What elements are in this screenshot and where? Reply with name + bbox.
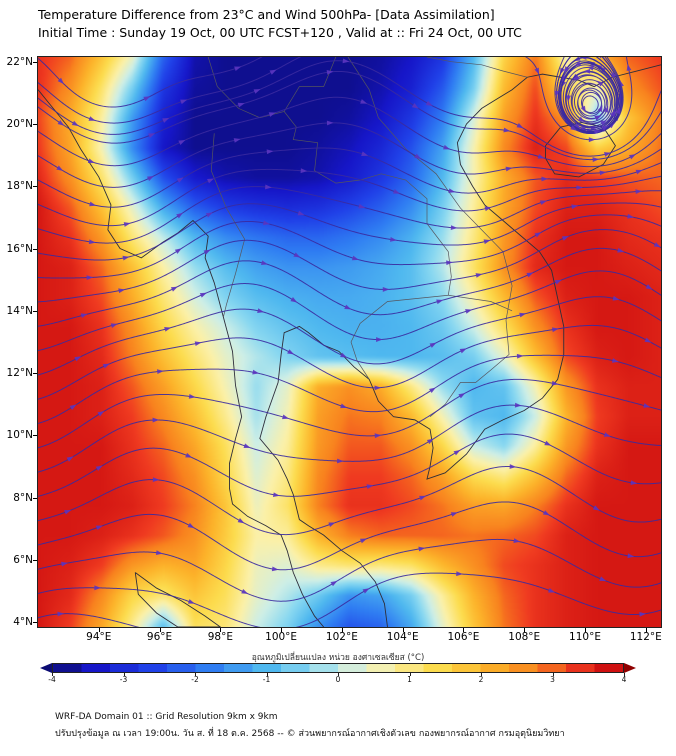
colorbar-tick-mark: [52, 673, 53, 676]
longitude-tick-label: 94°E: [86, 631, 112, 643]
chart-subtitle: Initial Time : Sunday 19 Oct, 00 UTC FCS…: [38, 25, 522, 40]
longitude-tick-mark: [585, 628, 587, 632]
colorbar-tick-label: 2: [478, 675, 484, 684]
colorbar-tick-mark: [195, 673, 196, 676]
colorbar: [40, 663, 636, 673]
colorbar-tick-mark: [338, 673, 339, 676]
latitude-tick-label: 18°N: [6, 180, 33, 193]
longitude-tick-mark: [524, 628, 526, 632]
colorbar-tick-mark: [481, 673, 482, 676]
latitude-tick-label: 12°N: [6, 367, 33, 380]
colorbar-tick-label: 1: [407, 675, 412, 684]
longitude-tick-label: 106°E: [447, 631, 480, 643]
longitude-tick-label: 104°E: [386, 631, 419, 643]
latitude-tick-label: 8°N: [13, 491, 33, 504]
colorbar-tick-label: -3: [119, 675, 128, 684]
colorbar-tick-label: -2: [191, 675, 199, 684]
colorbar-tick-label: 3: [550, 675, 555, 684]
latitude-tick-label: 6°N: [13, 554, 33, 567]
colorbar-tick-mark: [123, 673, 125, 676]
colorbar-label: อุณหภูมิเปลี่ยนแปลง หน่วย องศาเซลเซียส (…: [251, 653, 425, 663]
longitude-tick-mark: [402, 628, 404, 632]
colorbar-tick-mark: [409, 673, 411, 676]
colorbar-left-arrow-icon: [40, 663, 52, 673]
longitude-tick-mark: [220, 628, 222, 632]
map-plot-area: [37, 56, 662, 628]
footer-domain-info: WRF-DA Domain 01 :: Grid Resolution 9km …: [55, 712, 278, 722]
chart-title: Temperature Difference from 23°C and Win…: [38, 7, 495, 22]
longitude-tick-mark: [341, 628, 343, 632]
longitude-tick-label: 102°E: [325, 631, 358, 643]
footer-update-info: ปรับปรุงข้อมูล ณ เวลา 19:00น. วัน ส. ที่…: [55, 729, 565, 739]
longitude-tick-label: 96°E: [146, 631, 173, 643]
latitude-tick-mark: [33, 497, 37, 499]
latitude-tick-label: 22°N: [6, 55, 33, 68]
longitude-tick-mark: [463, 628, 465, 632]
latitude-tick-mark: [33, 248, 37, 250]
longitude-tick-label: 110°E: [569, 631, 601, 643]
latitude-tick-mark: [33, 435, 37, 437]
temperature-wind-map-canvas: [38, 57, 661, 627]
colorbar-tick-label: -1: [262, 675, 271, 684]
latitude-tick-mark: [33, 622, 37, 624]
colorbar-tick-mark: [552, 673, 554, 676]
longitude-tick-mark: [98, 628, 100, 632]
latitude-tick-mark: [33, 310, 37, 312]
colorbar-tick-label: 4: [621, 675, 627, 684]
colorbar-tick-label: -4: [48, 675, 56, 684]
longitude-tick-label: 100°E: [265, 631, 298, 643]
colorbar-tick-mark: [624, 673, 625, 676]
latitude-tick-mark: [33, 61, 37, 63]
latitude-tick-label: 10°N: [6, 429, 33, 442]
colorbar-tick-label: 0: [335, 675, 341, 684]
latitude-tick-label: 20°N: [6, 117, 33, 130]
longitude-tick-mark: [281, 628, 283, 632]
colorbar-tick-mark: [266, 673, 268, 676]
longitude-tick-mark: [645, 628, 647, 632]
latitude-tick-label: 16°N: [6, 242, 33, 255]
longitude-tick-label: 112°E: [629, 631, 662, 643]
latitude-tick-mark: [33, 186, 37, 188]
latitude-tick-mark: [33, 373, 37, 375]
latitude-tick-mark: [33, 560, 37, 562]
latitude-tick-label: 4°N: [13, 616, 33, 629]
longitude-tick-mark: [159, 628, 161, 632]
latitude-tick-label: 14°N: [6, 304, 33, 317]
longitude-tick-label: 108°E: [508, 631, 541, 643]
colorbar-gradient: [52, 663, 624, 673]
colorbar-right-arrow-icon: [624, 663, 636, 673]
longitude-tick-label: 98°E: [207, 631, 233, 643]
colorbar-tick-labels: -4 -3 -2 -1 0 1 2 3 4: [48, 673, 627, 687]
latitude-tick-mark: [33, 123, 37, 125]
